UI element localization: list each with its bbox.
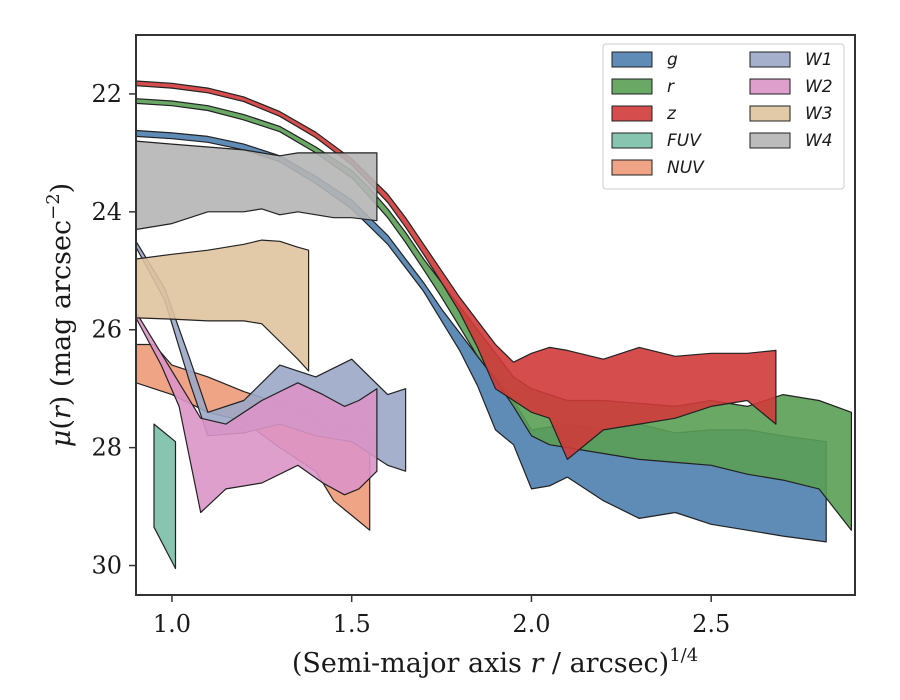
legend-item-z: z [611, 104, 677, 124]
legend-label: z [666, 104, 677, 124]
x-axis-label: (Semi-major axis r / arcsec)1/4 [292, 645, 698, 679]
legend-item-fuv: FUV [611, 131, 702, 151]
band-fuv [153, 423, 177, 570]
x-tick-label: 2.0 [512, 610, 550, 638]
band-r [136, 98, 853, 531]
legend-swatch [749, 78, 791, 95]
band-w3 [136, 239, 310, 372]
legend-item-nuv: NUV [611, 158, 705, 178]
legend-swatch [749, 51, 791, 68]
legend-label: W2 [805, 77, 833, 97]
legend-label: r [667, 77, 675, 97]
y-axis-label: μ(r) (mag arcsec−2) [43, 183, 77, 447]
legend-item-w1: W1 [749, 50, 833, 70]
band-w4 [136, 140, 378, 231]
legend-swatch [611, 78, 653, 95]
legend-label: g [667, 50, 678, 70]
y-tick-label: 28 [91, 434, 122, 462]
y-tick-label: 24 [91, 198, 122, 226]
legend-label: W3 [805, 104, 833, 124]
legend-item-w4: W4 [749, 131, 833, 151]
legend-label: W4 [805, 131, 833, 151]
legend-swatch [611, 105, 653, 122]
legend-swatch [611, 159, 653, 176]
legend-label: NUV [667, 158, 705, 178]
y-tick-label: 26 [91, 316, 122, 344]
series-bands [136, 80, 853, 570]
x-tick-label: 2.5 [692, 610, 730, 638]
legend: grz FUV NUV W1 W2 W3 W4 [602, 43, 845, 190]
plot-frame [135, 34, 856, 596]
x-axis: 1.0 1.5 2.0 2.5 [153, 595, 730, 638]
legend-item-r: r [611, 77, 675, 97]
x-tick-label: 1.0 [153, 610, 191, 638]
legend-swatch [749, 105, 791, 122]
legend-item-w2: W2 [749, 77, 833, 97]
legend-swatch [611, 132, 653, 149]
legend-item-w3: W3 [749, 104, 833, 124]
legend-item-g: g [611, 50, 678, 70]
legend-swatch [749, 132, 791, 149]
x-tick-label: 1.5 [333, 610, 371, 638]
band-w2 [136, 311, 378, 514]
legend-label: FUV [667, 131, 702, 151]
y-tick-label: 30 [91, 552, 122, 580]
y-axis: 22 24 26 28 30 [91, 80, 136, 580]
legend-swatch [611, 51, 653, 68]
y-tick-label: 22 [91, 80, 122, 108]
legend-label: W1 [805, 50, 833, 70]
